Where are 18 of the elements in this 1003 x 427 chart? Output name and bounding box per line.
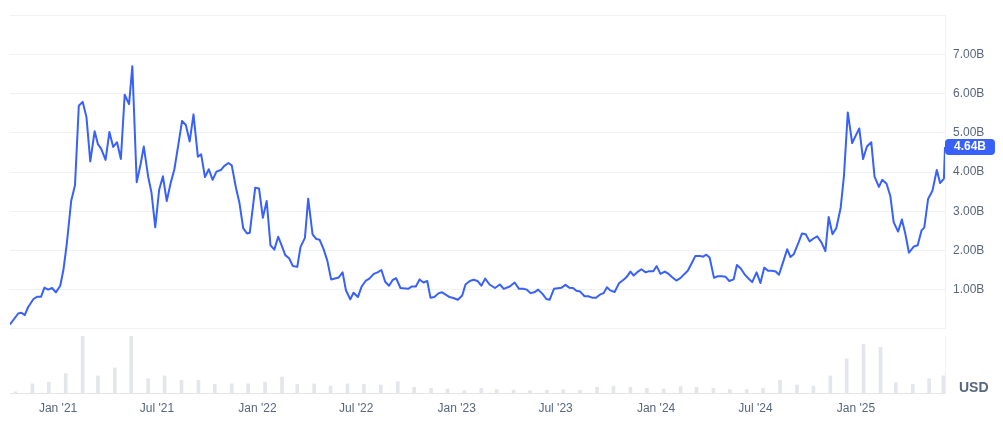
y-tick-label: 1.00B <box>953 281 985 296</box>
x-tick-label: Jan '23 <box>437 400 477 415</box>
y-tick-label: 2.00B <box>953 242 985 257</box>
y-axis-title: USD <box>959 379 989 395</box>
x-tick-label: Jan '21 <box>38 400 78 415</box>
y-tick-label: 3.00B <box>953 203 985 218</box>
annotation: 4.64B <box>953 139 987 154</box>
x-tick-label: Jan '25 <box>836 400 876 415</box>
x-tick-label: Jul '24 <box>738 400 773 415</box>
x-tick-label: Jul '22 <box>339 400 374 415</box>
y-tick-label: 4.00B <box>953 164 985 179</box>
x-tick-label: Jul '21 <box>139 400 175 415</box>
y-tick-label: 6.00B <box>953 85 985 100</box>
y-tick-label: 7.00B <box>953 46 985 61</box>
x-tick-label: Jan '22 <box>238 400 277 415</box>
x-tick-label: Jan '24 <box>636 400 676 415</box>
x-tick-label: Jul '23 <box>538 400 574 415</box>
y-tick-label: 5.00B <box>953 125 985 140</box>
